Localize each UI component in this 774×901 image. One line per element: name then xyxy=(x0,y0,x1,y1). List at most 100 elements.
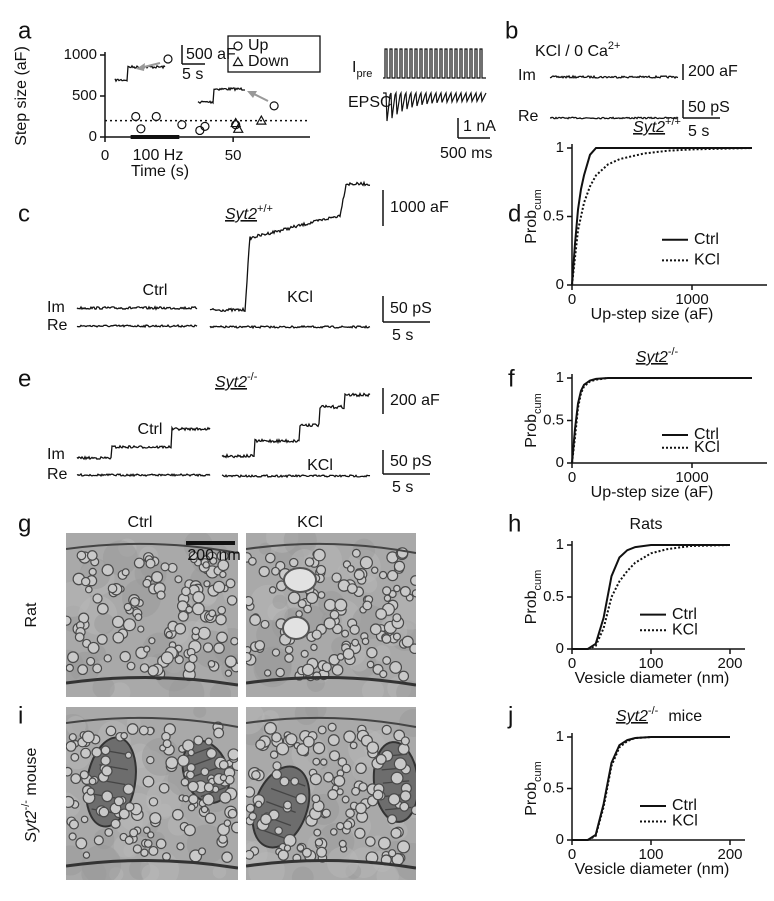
vesicle xyxy=(188,551,198,561)
x-axis-label: Up-step size (aF) xyxy=(591,484,714,501)
vesicle xyxy=(88,777,97,786)
vesicle xyxy=(208,609,217,618)
vesicle xyxy=(124,835,134,845)
vesicle xyxy=(100,745,111,756)
micrograph xyxy=(246,533,416,697)
vesicle xyxy=(258,565,270,578)
vesicle xyxy=(390,827,402,839)
text-part: cum xyxy=(532,761,544,782)
panel-letter: g xyxy=(18,510,31,537)
vesicle xyxy=(148,797,159,807)
vesicle xyxy=(260,619,270,629)
vesicle xyxy=(215,613,227,626)
vesicle xyxy=(180,777,190,787)
legend-label: KCl xyxy=(672,813,698,830)
vesicle xyxy=(400,736,410,746)
large-vesicle xyxy=(282,616,310,640)
vesicle xyxy=(321,662,332,673)
vesicle xyxy=(134,613,143,622)
vesicle xyxy=(409,643,416,655)
vesicle xyxy=(193,735,204,746)
vesicle xyxy=(213,727,225,739)
vesicle xyxy=(334,598,348,612)
text-part: Prob xyxy=(523,414,540,448)
membrane xyxy=(66,675,238,687)
y-tick-label: 1000 xyxy=(64,46,97,63)
vesicle xyxy=(366,741,380,754)
stimulus-bar xyxy=(130,135,180,139)
vesicle xyxy=(111,615,125,629)
vesicle xyxy=(392,613,402,623)
vesicle xyxy=(311,629,322,640)
vesicle xyxy=(390,771,404,785)
chart-title: Syt2-/- mice xyxy=(616,705,702,725)
row-label: Syt2-/- mouse xyxy=(20,747,40,842)
trace-label: Re xyxy=(47,466,68,483)
vesicle xyxy=(310,643,318,652)
data-point xyxy=(151,111,161,122)
vesicle xyxy=(296,843,305,852)
vesicle xyxy=(336,821,345,831)
vesicle xyxy=(67,651,79,664)
vesicle xyxy=(283,833,297,848)
x-axis-label: Time (s) xyxy=(131,163,189,180)
vesicle xyxy=(342,820,353,830)
inset-trace xyxy=(197,86,245,105)
scale-label: 1000 aF xyxy=(390,199,449,216)
re-trace xyxy=(76,323,198,329)
vesicle xyxy=(186,770,195,780)
vesicle xyxy=(160,651,174,665)
vesicle xyxy=(147,665,159,677)
scale-label: 200 aF xyxy=(390,392,440,409)
vesicle xyxy=(309,773,322,786)
y-tick-label: 0.5 xyxy=(543,207,564,224)
vesicle xyxy=(183,824,196,837)
texture xyxy=(92,676,115,697)
trace-label: Re xyxy=(47,317,68,334)
membrane xyxy=(66,858,238,870)
data-point xyxy=(195,125,205,136)
vesicle xyxy=(275,667,285,678)
vesicle xyxy=(381,724,392,735)
data-point xyxy=(232,123,244,133)
vesicle xyxy=(216,631,228,644)
vesicle xyxy=(289,557,299,568)
vesicle xyxy=(107,583,118,594)
micrograph xyxy=(246,707,416,880)
vesicle xyxy=(342,648,355,660)
vesicle xyxy=(246,651,252,663)
vesicle xyxy=(346,583,358,594)
vesicle xyxy=(124,802,135,812)
vesicle xyxy=(351,638,360,647)
vesicle xyxy=(76,550,87,561)
legend-label: KCl xyxy=(672,621,698,638)
vesicle xyxy=(207,660,216,668)
vesicle xyxy=(300,649,309,658)
vesicle xyxy=(174,622,187,635)
panel-letter: a xyxy=(18,17,32,44)
vesicle xyxy=(120,731,128,740)
ipre-trace xyxy=(383,48,486,79)
genotype-label: Syt2-/- xyxy=(215,371,258,391)
trace-label: Im xyxy=(518,67,536,84)
legend-label: Ctrl xyxy=(694,426,719,443)
vesicle xyxy=(140,848,149,857)
texture xyxy=(109,682,131,697)
legend-label: Down xyxy=(248,53,289,70)
data-point xyxy=(255,114,267,125)
vesicle xyxy=(183,661,196,673)
vesicle xyxy=(265,552,276,564)
vesicle xyxy=(218,834,228,844)
text-part: Syt2 xyxy=(633,119,665,136)
vesicle xyxy=(276,742,290,756)
arrow-head xyxy=(136,63,145,71)
vesicle xyxy=(313,828,322,837)
vesicle xyxy=(66,766,73,777)
vesicle xyxy=(132,844,143,854)
vesicle xyxy=(375,753,387,765)
vesicle xyxy=(285,733,298,746)
vesicle xyxy=(188,653,198,664)
legend-label: KCl xyxy=(694,252,720,269)
panel-letter: h xyxy=(508,510,521,537)
genotype-label: Syt2+/+ xyxy=(225,203,273,223)
